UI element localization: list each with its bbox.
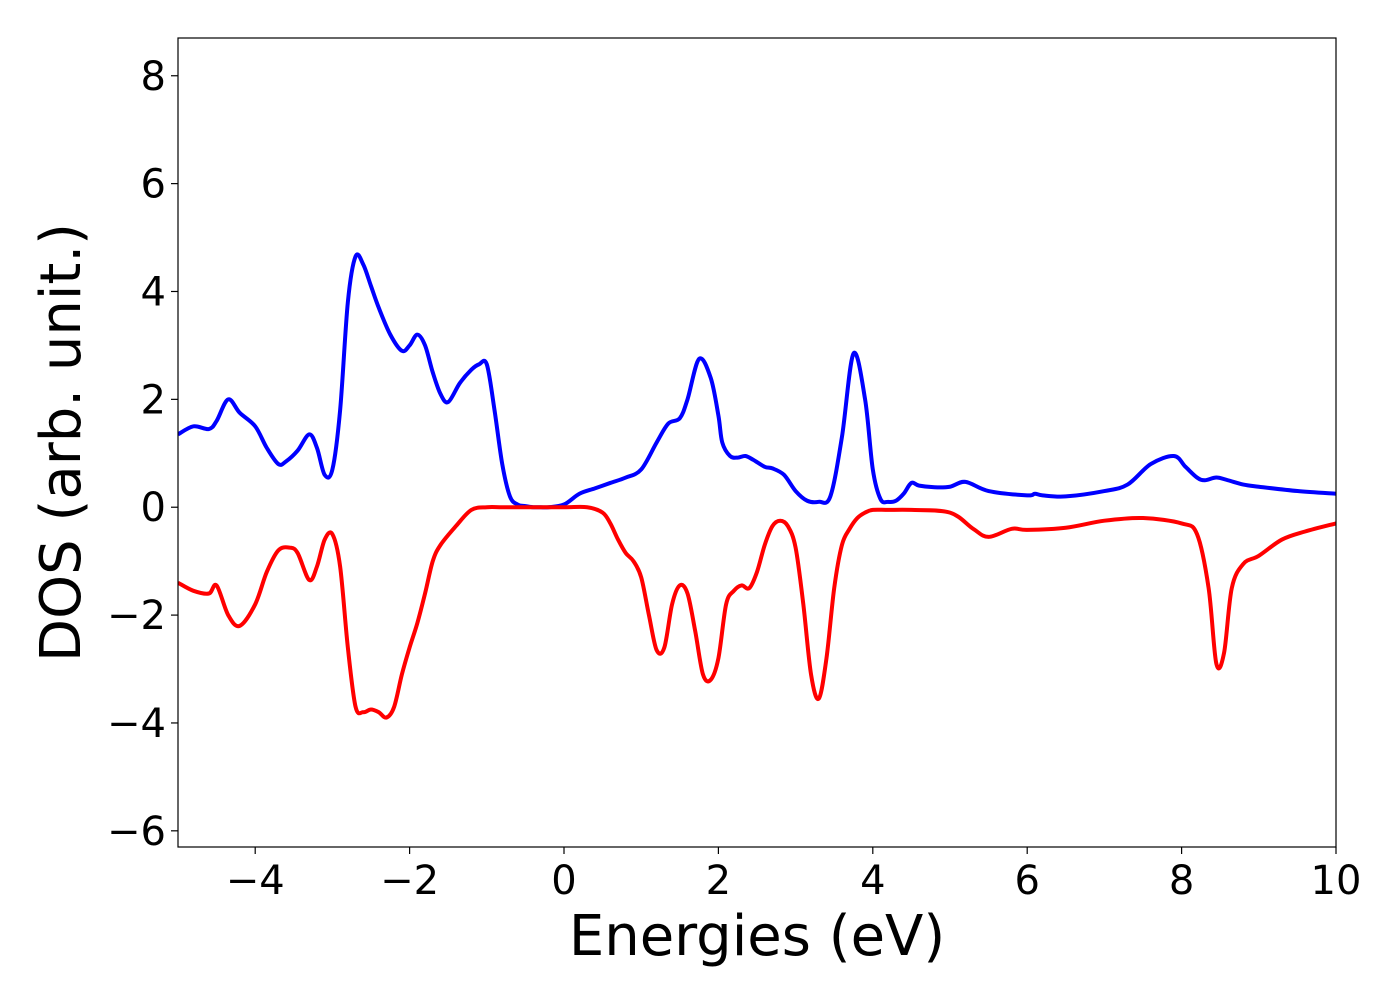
y-axis-title: DOS (arb. unit.): [29, 223, 94, 662]
y-tick-label: 6: [141, 162, 166, 208]
series-line-red: [178, 504, 1336, 720]
y-tick-label: −4: [107, 701, 166, 747]
y-tick-label: 8: [141, 54, 166, 100]
x-tick-label: 6: [1014, 858, 1039, 904]
y-tick-label: −6: [107, 809, 166, 855]
x-tick-label: 8: [1169, 858, 1194, 904]
x-axis: −4 −2 0 2 4 6 8 10: [226, 847, 1362, 904]
x-tick-label: −2: [380, 858, 439, 904]
x-tick-label: 0: [551, 858, 576, 904]
series-layer: [178, 252, 1336, 720]
y-axis: −6 −4 −2 0 2 4 6 8: [107, 54, 178, 855]
x-tick-label: 10: [1311, 858, 1362, 904]
y-tick-label: 2: [141, 377, 166, 423]
x-axis-title: Energies (eV): [569, 904, 945, 969]
series-line-blue: [178, 252, 1336, 510]
plot-frame: [177, 37, 1337, 848]
x-tick-label: 4: [860, 858, 885, 904]
y-tick-label: −2: [107, 593, 166, 639]
x-tick-label: 2: [706, 858, 731, 904]
y-tick-label: 0: [141, 485, 166, 531]
x-tick-label: −4: [226, 858, 285, 904]
y-tick-label: 4: [141, 269, 166, 315]
